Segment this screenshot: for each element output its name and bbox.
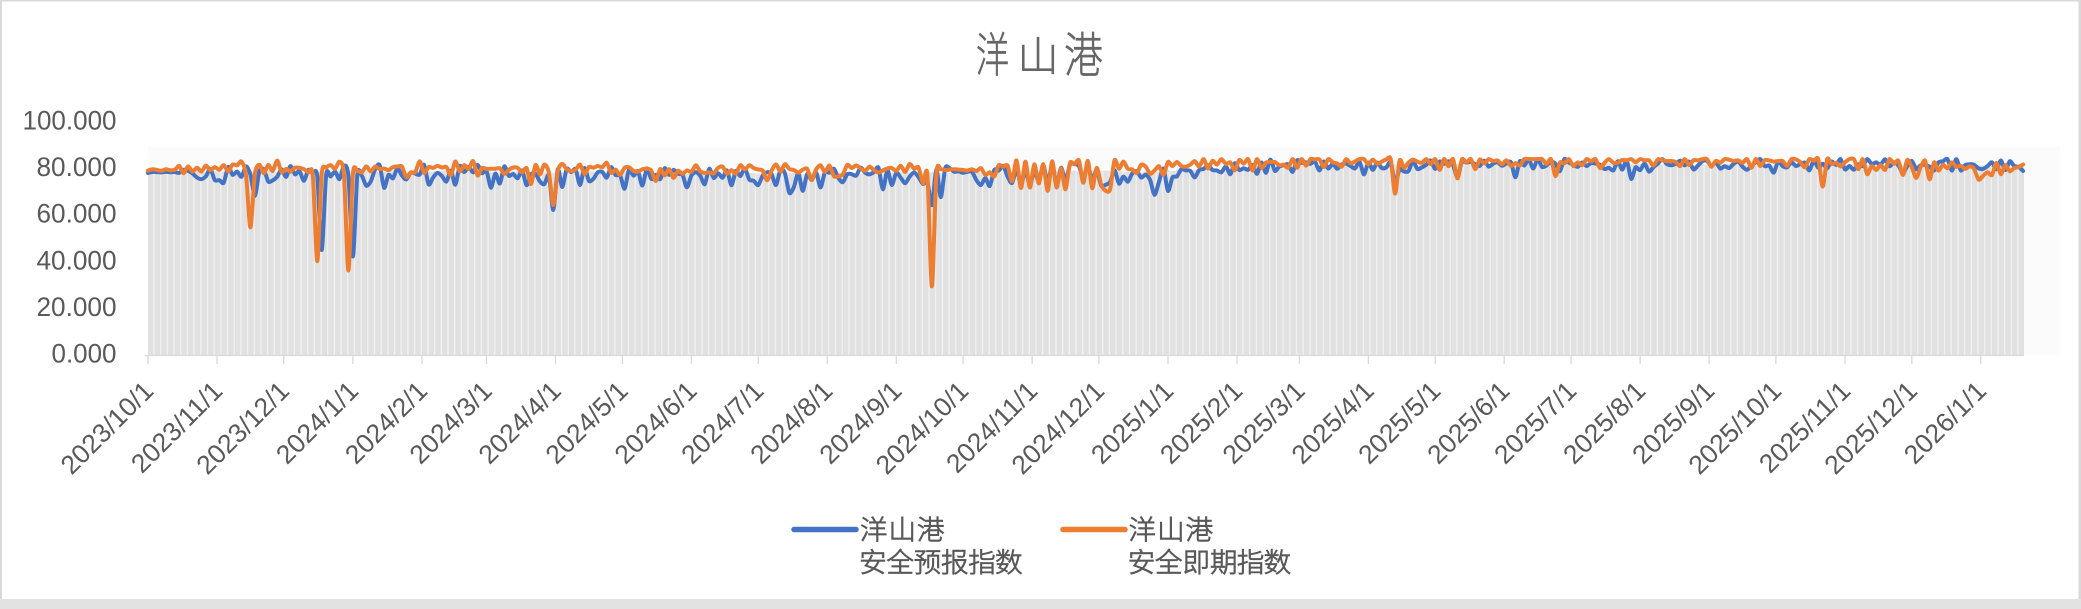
- svg-text:100.000: 100.000: [23, 105, 117, 135]
- svg-text:0.000: 0.000: [52, 339, 117, 369]
- svg-text:60.000: 60.000: [37, 199, 117, 229]
- svg-text:40.000: 40.000: [37, 245, 117, 275]
- svg-text:20.000: 20.000: [37, 292, 117, 322]
- svg-text:80.000: 80.000: [37, 152, 117, 182]
